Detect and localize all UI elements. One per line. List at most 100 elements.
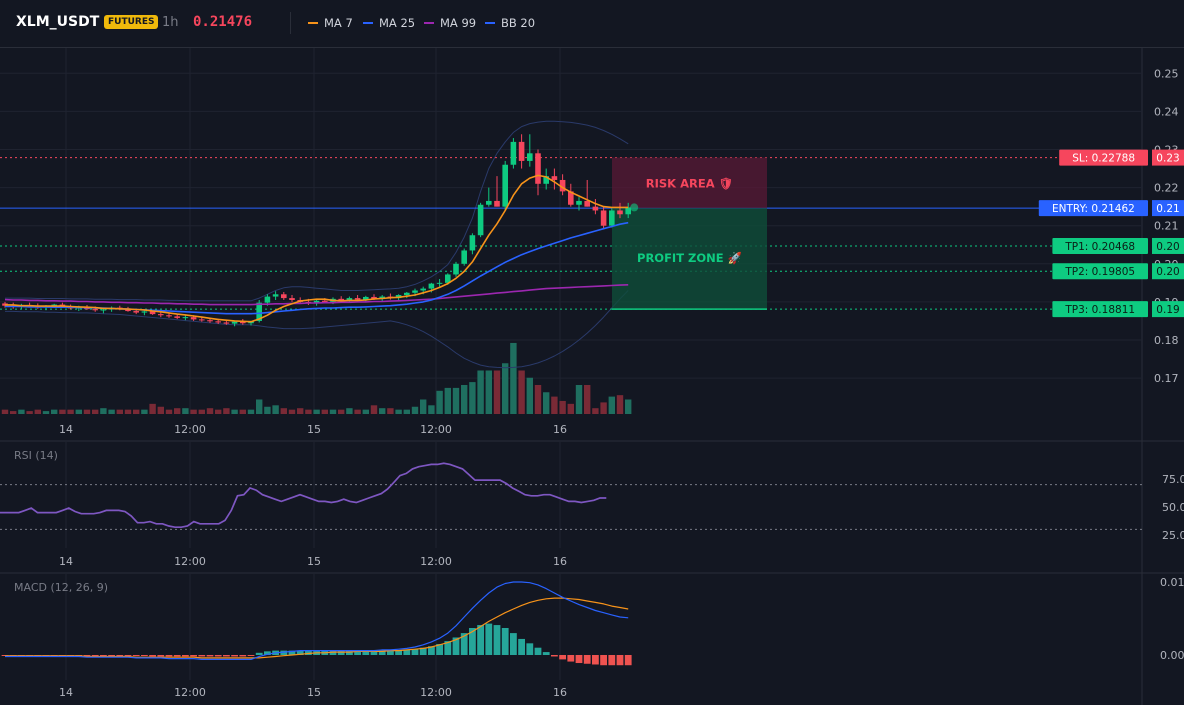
time-tick-label: 12:00	[174, 686, 206, 699]
macd-histogram-bar	[477, 625, 484, 655]
volume-bar	[362, 409, 369, 414]
volume-bar	[370, 405, 378, 414]
macd-histogram-bar	[223, 655, 230, 657]
macd-histogram-bar	[567, 655, 575, 662]
macd-line	[5, 581, 629, 661]
macd-histogram-bar	[173, 655, 181, 657]
macd-histogram-bar	[452, 637, 460, 655]
macd-histogram-bar	[485, 623, 493, 655]
candle-body	[322, 300, 328, 302]
macd-histogram-bar	[280, 650, 288, 655]
volume-bar	[461, 385, 468, 414]
macd-histogram-bar	[354, 650, 361, 655]
volume-bar	[34, 409, 41, 414]
macd-histogram-bar	[526, 643, 534, 655]
candle-body	[576, 200, 582, 205]
macd-histogram-bar	[551, 655, 558, 657]
candle-body	[453, 263, 459, 275]
candle-body	[469, 235, 476, 251]
candle-body	[158, 314, 164, 316]
macd-histogram-bar	[387, 650, 394, 655]
time-tick-label: 12:00	[420, 686, 452, 699]
candle-body	[354, 298, 361, 300]
level-tag-box	[1052, 301, 1148, 318]
candle-body	[346, 298, 353, 300]
volume-bar	[75, 409, 82, 414]
candle-body	[199, 319, 205, 321]
volume-bar	[608, 396, 615, 414]
candle-body	[412, 290, 418, 293]
candle-body	[313, 300, 320, 304]
time-tick-label: 15	[307, 423, 321, 436]
macd-histogram-bar	[100, 655, 107, 656]
macd-histogram-bar	[296, 650, 304, 655]
volume-bar	[575, 385, 583, 414]
candle-body	[182, 317, 189, 319]
legend-ma99[interactable]: MA 99	[424, 16, 476, 30]
candle-body	[190, 317, 197, 320]
risk-area-label: RISK AREA 🛡	[646, 177, 733, 191]
ma7-line	[5, 174, 629, 323]
legend-ma7[interactable]: MA 7	[308, 16, 353, 30]
macd-histogram-bar	[83, 655, 91, 656]
macd-histogram-bar	[444, 641, 452, 655]
level-axis-value: 0.20	[1156, 266, 1179, 278]
volume-bar	[329, 409, 337, 414]
volume-bar	[592, 408, 599, 414]
candle-body	[436, 282, 443, 284]
macd-histogram-bar	[116, 655, 124, 656]
header-divider	[290, 12, 291, 34]
time-tick-label: 12:00	[420, 423, 452, 436]
volume-bar	[256, 399, 263, 414]
volume-bar	[600, 402, 607, 414]
ma99-swatch	[424, 22, 434, 24]
volume-bar	[215, 409, 222, 414]
price-tick-label: 0.25	[1154, 67, 1179, 80]
candle-body	[264, 296, 271, 303]
volume-bar	[231, 409, 238, 414]
candle-body	[133, 311, 139, 313]
macd-histogram-bar	[141, 655, 148, 656]
macd-histogram-bar	[182, 655, 189, 657]
timeframe-label[interactable]: 1h	[162, 15, 179, 30]
volume-bar	[198, 409, 205, 414]
legend-ma25[interactable]: MA 25	[363, 16, 415, 30]
macd-histogram-bar	[460, 633, 468, 655]
candle-body	[420, 288, 426, 291]
price-tick-label: 0.22	[1154, 182, 1179, 195]
volume-bar	[444, 387, 451, 414]
candle-body	[174, 316, 180, 318]
volume-bar	[305, 409, 312, 414]
level-tag-label: ENTRY: 0.21462	[1052, 203, 1135, 215]
macd-histogram-bar	[518, 638, 525, 655]
candle-body	[166, 315, 172, 317]
candle-body	[404, 292, 410, 296]
bb20-swatch	[485, 22, 495, 24]
level-axis-tag	[1152, 263, 1184, 280]
symbol-name[interactable]: XLM_USDT	[16, 14, 100, 30]
legend-bb20[interactable]: BB 20	[485, 16, 535, 30]
candle-body	[100, 309, 107, 311]
candle-body	[149, 311, 156, 315]
volume-bar	[567, 403, 574, 414]
level-axis-value: 0.23	[1156, 153, 1179, 165]
candle-body	[231, 321, 238, 324]
volume-bar	[436, 390, 443, 414]
time-tick-label: 16	[553, 686, 567, 699]
volume-bar	[67, 409, 74, 414]
volume-bar	[18, 409, 25, 414]
macd-histogram-bar	[337, 650, 345, 655]
futures-badge: FUTURES	[104, 15, 159, 29]
macd-histogram-bar	[510, 633, 517, 655]
volume-bar	[387, 408, 394, 414]
bb-lower-line	[5, 290, 629, 369]
volume-bar	[51, 409, 58, 414]
time-tick-label: 15	[307, 686, 321, 699]
candle-body	[461, 250, 467, 264]
macd-histogram-bar	[559, 655, 566, 660]
candle-body	[609, 210, 615, 226]
candle-body	[125, 308, 131, 312]
macd-histogram-bar	[346, 650, 353, 655]
macd-histogram-bar	[469, 627, 476, 655]
